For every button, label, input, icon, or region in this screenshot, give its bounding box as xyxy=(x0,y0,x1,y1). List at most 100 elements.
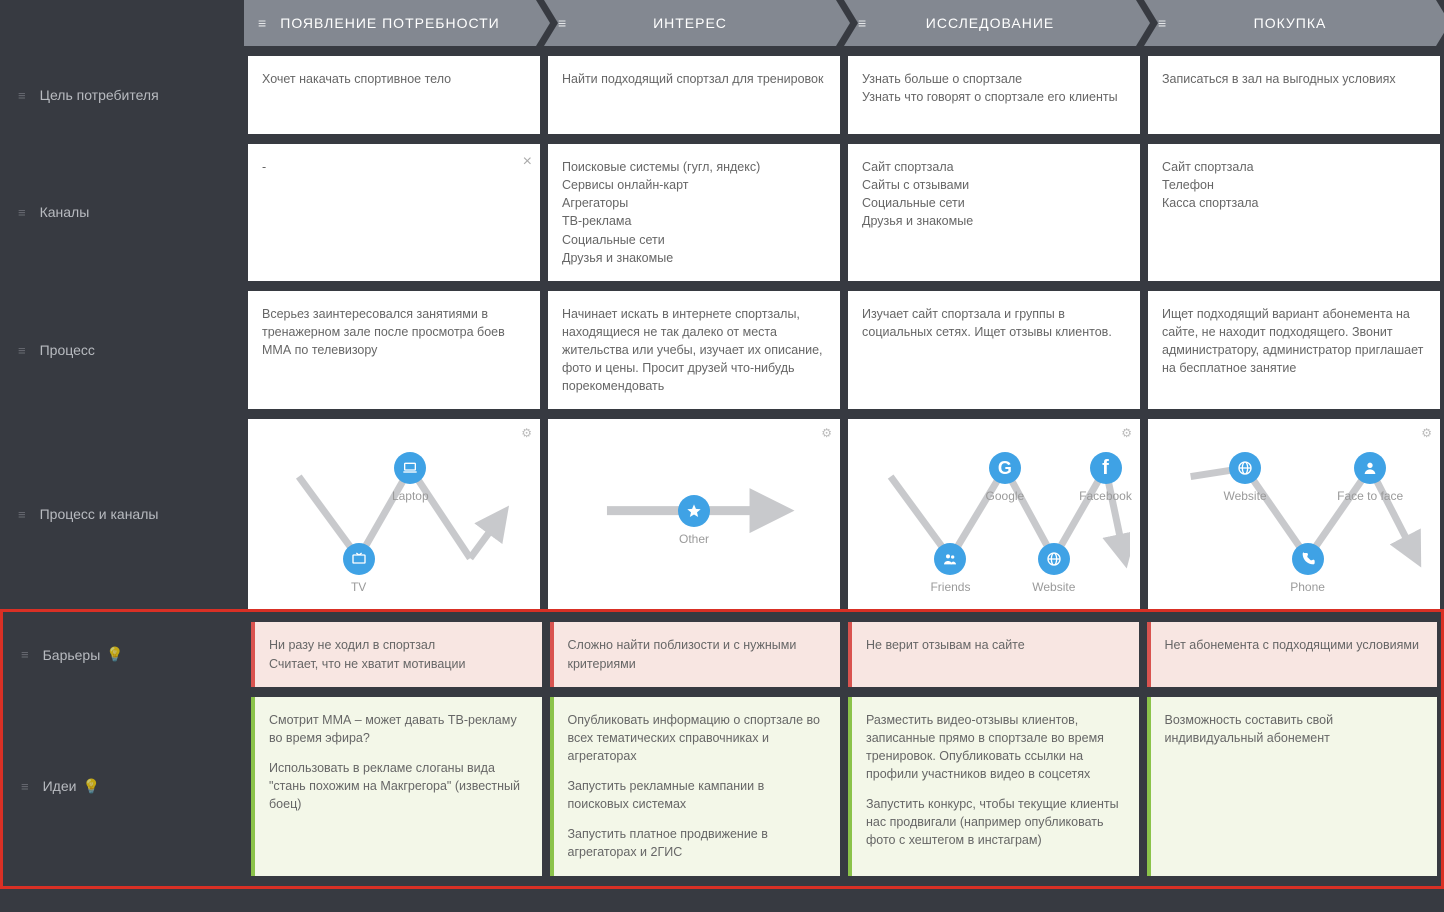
drag-icon[interactable]: ≡ xyxy=(1158,15,1167,31)
row-label-text: Идеи xyxy=(43,778,77,794)
tv-icon xyxy=(343,543,375,575)
channel-node-tv[interactable]: TV xyxy=(324,543,394,596)
channel-node-friends[interactable]: Friends xyxy=(915,543,985,596)
lightbulb-icon: 💡 xyxy=(82,778,99,795)
cell-barrier-0[interactable]: Ни разу не ходил в спортзалСчитает, что … xyxy=(251,622,542,686)
cell-goal-1[interactable]: Найти подходящий спортзал для тренировок xyxy=(548,56,840,134)
cell-barrier-2[interactable]: Не верит отзывам на сайте xyxy=(848,622,1139,686)
cell-process-3[interactable]: Ищет подходящий вариант абонемента на са… xyxy=(1148,291,1440,410)
stage-header-3[interactable]: ≡ ПОКУПКА xyxy=(1144,0,1436,46)
vis-canvas: Website Face to face Phone xyxy=(1158,429,1430,599)
cell-barrier-1[interactable]: Сложно найти поблизости и с нужными крит… xyxy=(550,622,841,686)
node-label: Phone xyxy=(1290,579,1325,596)
cell-text: Найти подходящий спортзал для тренировок xyxy=(562,70,826,88)
row-label-text: Процесс и каналы xyxy=(40,506,159,522)
drag-icon[interactable]: ≡ xyxy=(18,343,26,358)
stage-header-2[interactable]: ≡ ИССЛЕДОВАНИЕ xyxy=(844,0,1136,46)
channel-node-f2f[interactable]: Face to face xyxy=(1335,452,1405,505)
cell-channels-3[interactable]: Сайт спортзалаТелефонКасса спортзала xyxy=(1148,144,1440,281)
channel-node-facebook[interactable]: fFacebook xyxy=(1071,452,1141,505)
vis-canvas: Other xyxy=(558,429,830,599)
cell-channels-2[interactable]: Сайт спортзалаСайты с отзывамиСоциальные… xyxy=(848,144,1140,281)
row-label-process[interactable]: ≡ Процесс xyxy=(0,281,244,410)
cell-text: Всерьез заинтересовался занятиями в трен… xyxy=(262,305,526,359)
row-label-channels[interactable]: ≡ Каналы xyxy=(0,134,244,281)
row-label-text: Каналы xyxy=(40,204,90,220)
node-label: Face to face xyxy=(1337,488,1403,505)
cell-vis-0[interactable]: ⚙ LaptopTV xyxy=(248,419,540,609)
cell-text: Начинает искать в интернете спортзалы, н… xyxy=(562,305,826,396)
cell-vis-2[interactable]: ⚙ GGooglefFacebookFriendsWebsite xyxy=(848,419,1140,609)
website-icon xyxy=(1038,543,1070,575)
drag-icon[interactable]: ≡ xyxy=(18,88,26,103)
cell-text: Хочет накачать спортивное тело xyxy=(262,70,526,88)
cell-process-2[interactable]: Изучает сайт спортзала и группы в социал… xyxy=(848,291,1140,410)
cell-text: Ищет подходящий вариант абонемента на са… xyxy=(1162,305,1426,378)
row-label-goal[interactable]: ≡ Цель потребителя xyxy=(0,46,244,134)
cell-text: Смотрит ММА – может давать ТВ-рекламу во… xyxy=(269,711,528,814)
cell-channels-1[interactable]: Поисковые системы (гугл, яндекс)Сервисы … xyxy=(548,144,840,281)
cell-process-1[interactable]: Начинает искать в интернете спортзалы, н… xyxy=(548,291,840,410)
row-label-text: Процесс xyxy=(40,342,95,358)
vis-canvas: Laptop TV xyxy=(258,429,530,599)
cell-vis-1[interactable]: ⚙ Other xyxy=(548,419,840,609)
cell-idea-3[interactable]: Возможность составить свой индивидуальны… xyxy=(1147,697,1438,876)
cell-vis-3[interactable]: ⚙ WebsiteFace to facePhone xyxy=(1148,419,1440,609)
close-icon[interactable]: × xyxy=(523,150,532,173)
channel-node-google[interactable]: GGoogle xyxy=(970,452,1040,505)
cell-channels-0[interactable]: × - xyxy=(248,144,540,281)
cell-goal-2[interactable]: Узнать больше о спортзалеУзнать что гово… xyxy=(848,56,1140,134)
node-label: Friends xyxy=(930,579,970,596)
drag-icon[interactable]: ≡ xyxy=(858,15,867,31)
row-label-vis[interactable]: ≡ Процесс и каналы xyxy=(0,409,244,609)
stage-label: ИССЛЕДОВАНИЕ xyxy=(926,15,1054,31)
node-label: TV xyxy=(351,579,366,596)
drag-icon[interactable]: ≡ xyxy=(21,647,29,662)
cell-text: Сайт спортзалаТелефонКасса спортзала xyxy=(1162,158,1426,212)
drag-icon[interactable]: ≡ xyxy=(558,15,567,31)
row-label-ideas[interactable]: ≡ Идеи 💡 xyxy=(3,687,247,886)
laptop-icon xyxy=(394,452,426,484)
cell-text: Нет абонемента с подходящими условиями xyxy=(1165,636,1424,654)
channel-node-phone[interactable]: Phone xyxy=(1273,543,1343,596)
cell-text: Сайт спортзалаСайты с отзывамиСоциальные… xyxy=(862,158,1126,231)
drag-icon[interactable]: ≡ xyxy=(258,15,267,31)
cell-text: Поисковые системы (гугл, яндекс)Сервисы … xyxy=(562,158,826,267)
stage-label: ПОЯВЛЕНИЕ ПОТРЕБНОСТИ xyxy=(280,15,500,31)
stage-header-1[interactable]: ≡ ИНТЕРЕС xyxy=(544,0,836,46)
friends-icon xyxy=(934,543,966,575)
facebook-icon: f xyxy=(1090,452,1122,484)
channel-node-other[interactable]: Other xyxy=(659,495,729,548)
cell-text: - xyxy=(262,158,526,176)
cell-goal-3[interactable]: Записаться в зал на выгодных условиях xyxy=(1148,56,1440,134)
cell-process-0[interactable]: Всерьез заинтересовался занятиями в трен… xyxy=(248,291,540,410)
row-label-text: Цель потребителя xyxy=(40,87,159,103)
cell-text: Сложно найти поблизости и с нужными крит… xyxy=(568,636,827,672)
node-label: Other xyxy=(679,531,709,548)
node-label: Laptop xyxy=(392,488,429,505)
channel-node-laptop[interactable]: Laptop xyxy=(375,452,445,505)
channel-node-website2[interactable]: Website xyxy=(1210,452,1280,505)
phone-icon xyxy=(1292,543,1324,575)
cell-text: Опубликовать информацию о спортзале во в… xyxy=(568,711,827,862)
vis-canvas: GGooglefFacebookFriendsWebsite xyxy=(858,429,1130,599)
channel-node-website[interactable]: Website xyxy=(1019,543,1089,596)
stage-label: ПОКУПКА xyxy=(1254,15,1327,31)
cell-idea-2[interactable]: Разместить видео-отзывы клиентов, записа… xyxy=(848,697,1139,876)
cell-goal-0[interactable]: Хочет накачать спортивное тело xyxy=(248,56,540,134)
drag-icon[interactable]: ≡ xyxy=(21,779,29,794)
drag-icon[interactable]: ≡ xyxy=(18,507,26,522)
cell-text: Изучает сайт спортзала и группы в социал… xyxy=(862,305,1126,341)
node-label: Website xyxy=(1032,579,1075,596)
row-label-text: Барьеры xyxy=(43,647,101,663)
cell-barrier-3[interactable]: Нет абонемента с подходящими условиями xyxy=(1147,622,1438,686)
drag-icon[interactable]: ≡ xyxy=(18,205,26,220)
highlighted-section: ≡ Барьеры 💡 Ни разу не ходил в спортзалС… xyxy=(0,609,1444,888)
row-label-barriers[interactable]: ≡ Барьеры 💡 xyxy=(3,612,247,686)
cell-idea-0[interactable]: Смотрит ММА – может давать ТВ-рекламу во… xyxy=(251,697,542,876)
f2f-icon xyxy=(1354,452,1386,484)
corner-spacer xyxy=(0,0,244,46)
cell-idea-1[interactable]: Опубликовать информацию о спортзале во в… xyxy=(550,697,841,876)
stage-header-0[interactable]: ≡ ПОЯВЛЕНИЕ ПОТРЕБНОСТИ xyxy=(244,0,536,46)
google-icon: G xyxy=(989,452,1021,484)
